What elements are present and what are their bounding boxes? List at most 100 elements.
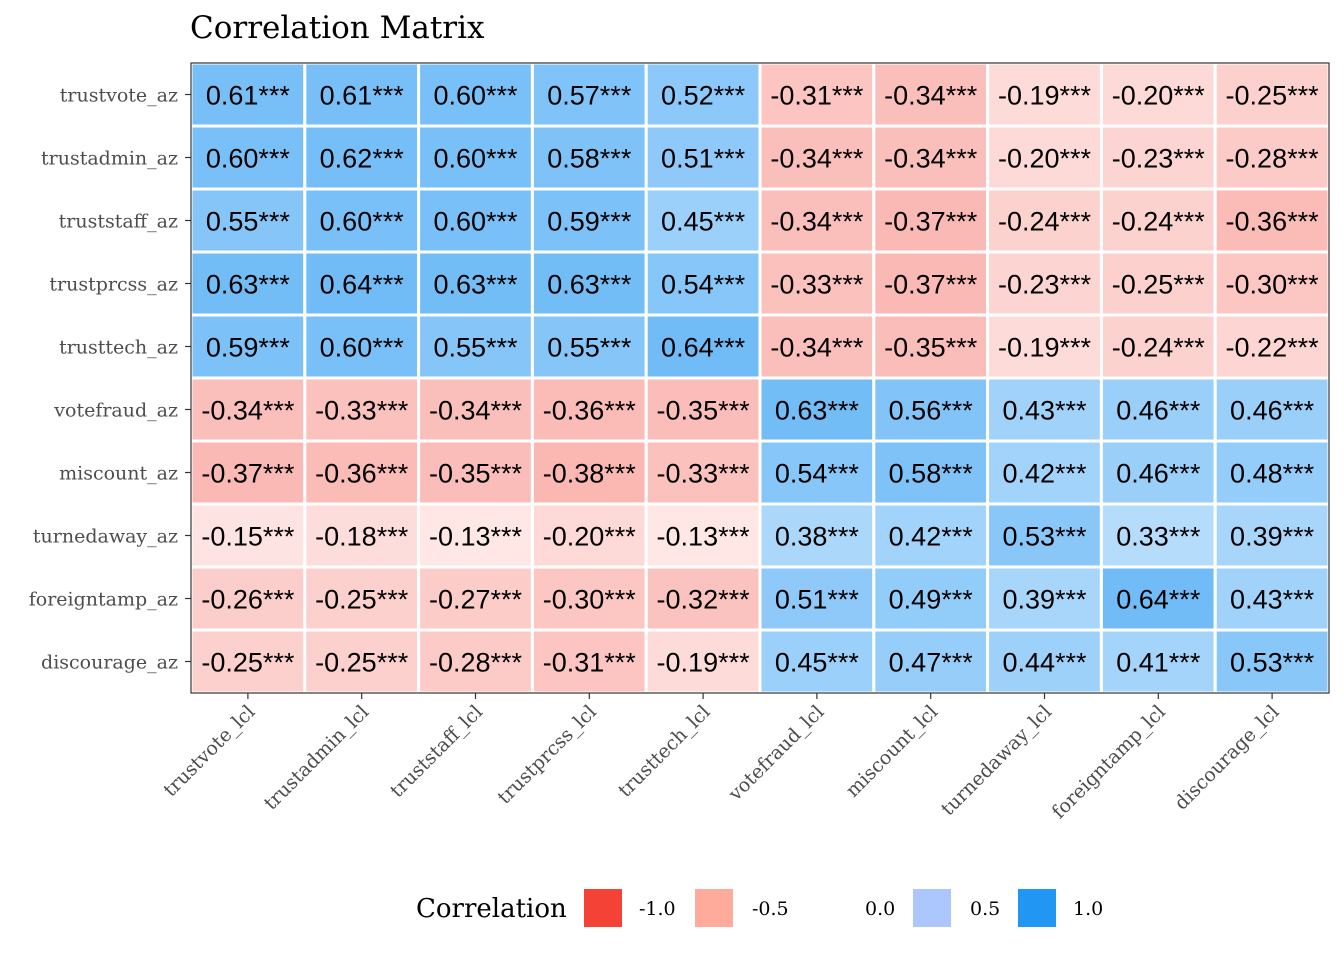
heatmap-cell xyxy=(758,313,876,380)
cell-label: -0.33*** xyxy=(657,459,751,489)
cell-label: -0.25*** xyxy=(315,585,409,615)
cell-label: -0.36*** xyxy=(543,396,637,426)
legend-key xyxy=(584,889,622,927)
panel-border xyxy=(190,62,1330,694)
cell-label: 0.52*** xyxy=(661,81,746,111)
cell-label: -0.34*** xyxy=(884,81,978,111)
heatmap-cell xyxy=(303,565,421,632)
heatmap-cell xyxy=(758,250,876,317)
cell-label: -0.31*** xyxy=(770,81,864,111)
cell-label: -0.22*** xyxy=(1226,333,1320,363)
y-tick-label: trusttech_az xyxy=(59,337,178,359)
heatmap-cell xyxy=(530,124,648,191)
heatmap-cell xyxy=(872,565,990,632)
y-tick-label: miscount_az xyxy=(59,463,178,485)
cell-label: 0.63*** xyxy=(433,270,518,300)
legend-label: -1.0 xyxy=(639,898,676,920)
cell-label: 0.60*** xyxy=(433,207,518,237)
heatmap-cell xyxy=(1099,502,1217,569)
cell-label: -0.19*** xyxy=(657,648,751,678)
cell-label: 0.54*** xyxy=(775,459,860,489)
cell-label: -0.25*** xyxy=(1112,270,1206,300)
cell-label: -0.37*** xyxy=(884,270,978,300)
heatmap-cell xyxy=(189,250,307,317)
cell-label: 0.60*** xyxy=(320,333,405,363)
legend: Correlation -1.0 -0.5 0.0 0.5 1.0 xyxy=(416,889,1103,927)
cell-label: -0.25*** xyxy=(201,648,295,678)
cell-label: -0.35*** xyxy=(429,459,523,489)
cell-label: 0.47*** xyxy=(889,648,974,678)
y-tick-label: turnedaway_az xyxy=(33,526,178,548)
cell-label: 0.55*** xyxy=(547,333,632,363)
heatmap-cell xyxy=(758,124,876,191)
heatmap-cell xyxy=(1213,124,1331,191)
cell-label: 0.51*** xyxy=(775,585,860,615)
cell-label: 0.54*** xyxy=(661,270,746,300)
cell-label: -0.18*** xyxy=(315,522,409,552)
cell-label: -0.24*** xyxy=(1112,207,1206,237)
y-tick-label: trustprcss_az xyxy=(49,274,178,296)
chart-title: Correlation Matrix xyxy=(190,10,485,46)
cell-label: 0.63*** xyxy=(206,270,291,300)
cell-label: -0.25*** xyxy=(315,648,409,678)
cell-label: -0.34*** xyxy=(429,396,523,426)
heatmap-cell xyxy=(530,502,648,569)
heatmap-cell xyxy=(303,313,421,380)
heatmap-cell xyxy=(644,502,762,569)
cell-label: 0.33*** xyxy=(1116,522,1201,552)
cell-label: -0.25*** xyxy=(1226,81,1320,111)
heatmap-cell xyxy=(1099,439,1217,506)
heatmap-cell xyxy=(189,376,307,443)
legend-key xyxy=(913,889,951,927)
cell-label: 0.51*** xyxy=(661,144,746,174)
heatmap-cell xyxy=(872,502,990,569)
cell-label: -0.20*** xyxy=(998,144,1092,174)
cell-label: -0.20*** xyxy=(1112,81,1206,111)
cell-label: 0.45*** xyxy=(661,207,746,237)
cell-label: 0.64*** xyxy=(320,270,405,300)
x-tick-label: trusttech_lcl xyxy=(614,701,715,802)
cell-label: -0.32*** xyxy=(657,585,751,615)
x-tick-label: votefraud_lcl xyxy=(724,701,829,806)
cell-label: 0.44*** xyxy=(1002,648,1087,678)
heatmap-cell xyxy=(872,124,990,191)
cell-label: -0.30*** xyxy=(543,585,637,615)
cell-label: -0.26*** xyxy=(201,585,295,615)
heatmap-cell xyxy=(986,313,1103,380)
cell-label: 0.45*** xyxy=(775,648,860,678)
cell-label: -0.19*** xyxy=(998,81,1092,111)
heatmap-cell xyxy=(986,565,1103,632)
y-tick-label: discourage_az xyxy=(41,652,178,674)
cell-label: 0.48*** xyxy=(1230,459,1315,489)
cell-label: 0.61*** xyxy=(206,81,291,111)
y-tick-label: trustadmin_az xyxy=(41,148,178,170)
cell-label: -0.13*** xyxy=(657,522,751,552)
cell-label: 0.60*** xyxy=(433,144,518,174)
x-tick-label: turnedaway_lcl xyxy=(937,701,1056,820)
x-tick-label: discourage_lcl xyxy=(1170,701,1283,814)
cell-label: 0.55*** xyxy=(206,207,291,237)
cell-label: -0.31*** xyxy=(543,648,637,678)
cell-label: -0.20*** xyxy=(543,522,637,552)
heatmap-cell xyxy=(644,628,762,695)
cell-label: 0.53*** xyxy=(1230,648,1315,678)
cell-label: 0.55*** xyxy=(433,333,518,363)
heatmap-cell xyxy=(758,61,876,128)
heatmap-cell xyxy=(1099,628,1217,695)
cell-label: 0.56*** xyxy=(889,396,974,426)
legend-label: 1.0 xyxy=(1073,898,1103,920)
heatmap-cell xyxy=(417,187,534,254)
legend-label: -0.5 xyxy=(752,898,789,920)
cell-label: -0.35*** xyxy=(657,396,751,426)
legend-key xyxy=(695,889,733,927)
cell-label: 0.63*** xyxy=(775,396,860,426)
heatmap-cell xyxy=(986,61,1103,128)
heatmap-cell xyxy=(303,124,421,191)
heatmap-cell xyxy=(189,628,307,695)
cell-label: -0.13*** xyxy=(429,522,523,552)
cell-label: 0.42*** xyxy=(889,522,974,552)
cell-label: 0.49*** xyxy=(889,585,974,615)
x-axis: trustvote_lcl trustadmin_lcl truststaff_lc… xyxy=(159,693,1284,823)
cell-label: 0.60*** xyxy=(320,207,405,237)
